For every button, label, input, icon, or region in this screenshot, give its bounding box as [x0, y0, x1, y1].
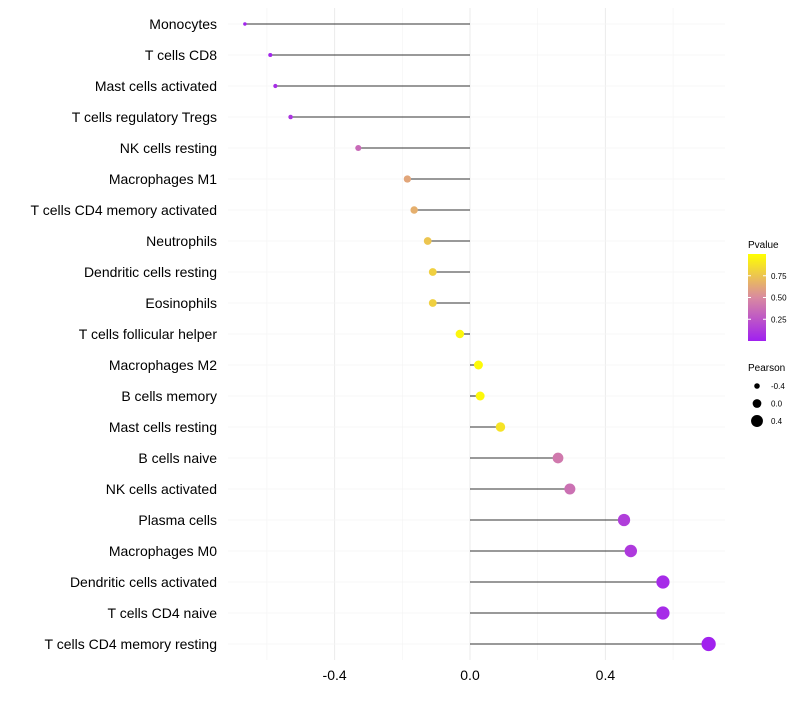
pearson-key-label: 0.4 — [771, 417, 783, 426]
point-layer — [243, 22, 716, 652]
pvalue-tick-label: 0.75 — [771, 272, 787, 281]
lollipop-point — [495, 422, 506, 432]
y-tick-label: B cells naive — [138, 450, 217, 466]
lollipop-point — [428, 268, 437, 276]
y-tick-label: T cells follicular helper — [79, 326, 218, 342]
lollipop-point — [410, 206, 418, 214]
y-tick-label: Macrophages M0 — [109, 543, 217, 559]
lollipop-point — [656, 606, 670, 620]
lollipop-point — [624, 544, 638, 558]
y-tick-label: Mast cells resting — [109, 419, 217, 435]
lollipop-point — [455, 329, 465, 339]
lollipop-point — [701, 636, 716, 652]
y-tick-label: Macrophages M1 — [109, 171, 217, 187]
y-tick-label: Neutrophils — [146, 233, 217, 249]
grid-layer — [228, 8, 725, 660]
lollipop-point — [273, 83, 278, 89]
x-axis-labels: -0.4 0.0 0.4 — [323, 667, 616, 683]
pearson-key-dot — [751, 415, 763, 427]
y-tick-label: T cells regulatory Tregs — [72, 109, 217, 125]
pvalue-tick-label: 0.50 — [771, 294, 787, 303]
pearson-key-label: -0.4 — [771, 382, 785, 391]
y-tick-label: Plasma cells — [138, 512, 217, 528]
y-tick-label: B cells memory — [121, 388, 217, 404]
x-tick-label: 0.4 — [596, 667, 616, 683]
pearson-legend-title: Pearson — [748, 363, 785, 374]
pvalue-colorbar — [748, 254, 766, 341]
x-tick-label: 0.0 — [460, 667, 480, 683]
lollipop-point — [243, 22, 247, 26]
x-tick-label: -0.4 — [323, 667, 347, 683]
lollipop-point — [288, 114, 293, 120]
pvalue-legend: Pvalue 0.75 0.50 0.25 — [748, 240, 787, 341]
y-tick-label: Eosinophils — [145, 295, 217, 311]
lollipop-point — [617, 513, 631, 527]
y-tick-label: NK cells activated — [106, 481, 217, 497]
lollipop-point — [403, 175, 412, 183]
pearson-key-dot — [754, 383, 760, 389]
pearson-key-label: 0.0 — [771, 400, 783, 409]
y-tick-label: Dendritic cells activated — [70, 574, 217, 590]
y-tick-label: T cells CD8 — [145, 47, 217, 63]
pearson-legend: Pearson -0.4 0.0 0.4 — [748, 363, 785, 427]
lollipop-point — [552, 452, 564, 464]
y-tick-label: Monocytes — [149, 16, 217, 32]
pearson-key-dot — [752, 399, 762, 408]
y-tick-label: T cells CD4 memory resting — [45, 636, 217, 652]
pvalue-legend-title: Pvalue — [748, 240, 779, 251]
y-axis-labels: Monocytes T cells CD8 Mast cells activated… — [31, 16, 218, 652]
lollipop-point — [656, 575, 670, 589]
y-tick-label: T cells CD4 memory activated — [31, 202, 217, 218]
lollipop-point — [355, 144, 362, 152]
lollipop-point — [564, 483, 576, 495]
pvalue-tick-label: 0.25 — [771, 315, 787, 324]
y-tick-label: T cells CD4 naive — [108, 605, 218, 621]
y-tick-label: Mast cells activated — [95, 78, 217, 94]
y-tick-label: NK cells resting — [120, 140, 217, 156]
lollipop-point — [423, 237, 432, 245]
lollipop-point — [428, 299, 437, 307]
lollipop-point — [475, 391, 485, 401]
lollipop-point — [474, 360, 483, 370]
y-tick-label: Macrophages M2 — [109, 357, 217, 373]
y-tick-label: Dendritic cells resting — [84, 264, 217, 280]
lollipop-point — [268, 52, 273, 58]
